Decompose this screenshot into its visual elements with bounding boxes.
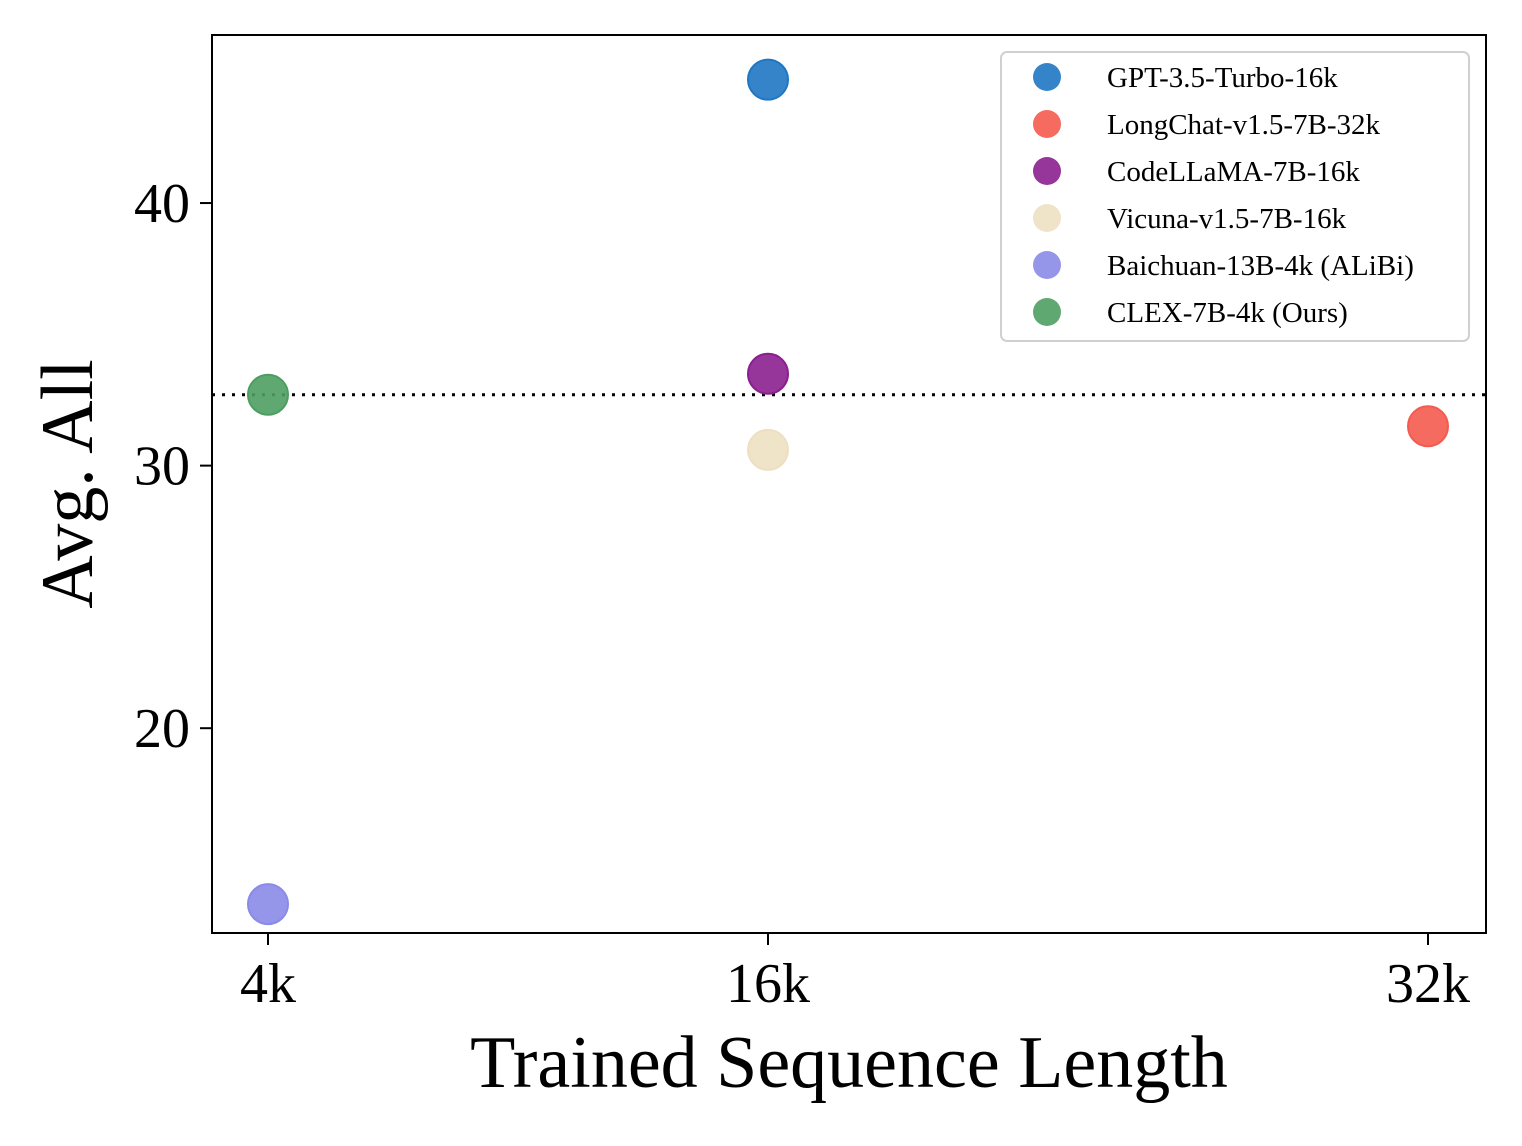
legend-marker (1033, 251, 1061, 279)
plot-frame (211, 34, 1487, 934)
scatter-point (247, 883, 289, 926)
legend-box (1000, 51, 1470, 342)
y-tick-label: 30 (134, 436, 190, 498)
scatter-point (747, 428, 789, 471)
legend-marker (1033, 204, 1061, 232)
legend-label: GPT-3.5-Turbo-16k (1107, 62, 1338, 94)
x-tick-label: 16k (726, 953, 810, 1015)
legend-label: Baichuan-13B-4k (ALiBi) (1107, 250, 1414, 282)
scatter-point (747, 58, 789, 101)
legend: GPT-3.5-Turbo-16k LongChat-v1.5-7B-32k Cod… (1000, 51, 1470, 342)
legend-marker (1033, 63, 1061, 91)
legend-label: CodeLLaMA-7B-16k (1107, 156, 1360, 188)
x-tick-label: 32k (1386, 953, 1470, 1015)
y-tick-label: 40 (134, 173, 190, 235)
scatter-point (747, 352, 789, 395)
x-axis-title: Trained Sequence Length (470, 1022, 1228, 1104)
y-tick-label: 20 (134, 698, 190, 760)
legend-marker (1033, 110, 1061, 138)
legend-label: LongChat-v1.5-7B-32k (1107, 109, 1381, 141)
legend-marker (1033, 157, 1061, 185)
legend-label: Vicuna-v1.5-7B-16k (1107, 203, 1347, 235)
x-tick-label: 4k (240, 953, 296, 1015)
scatter-point (1407, 405, 1449, 448)
scatter-point (247, 373, 289, 416)
x-axis: 4k 16k 32k (240, 933, 1470, 1015)
legend-marker (1033, 298, 1061, 326)
y-axis-title: Avg. All (27, 359, 109, 608)
y-axis: 20 30 40 (134, 173, 212, 760)
legend-label: CLEX-7B-4k (Ours) (1107, 297, 1348, 329)
